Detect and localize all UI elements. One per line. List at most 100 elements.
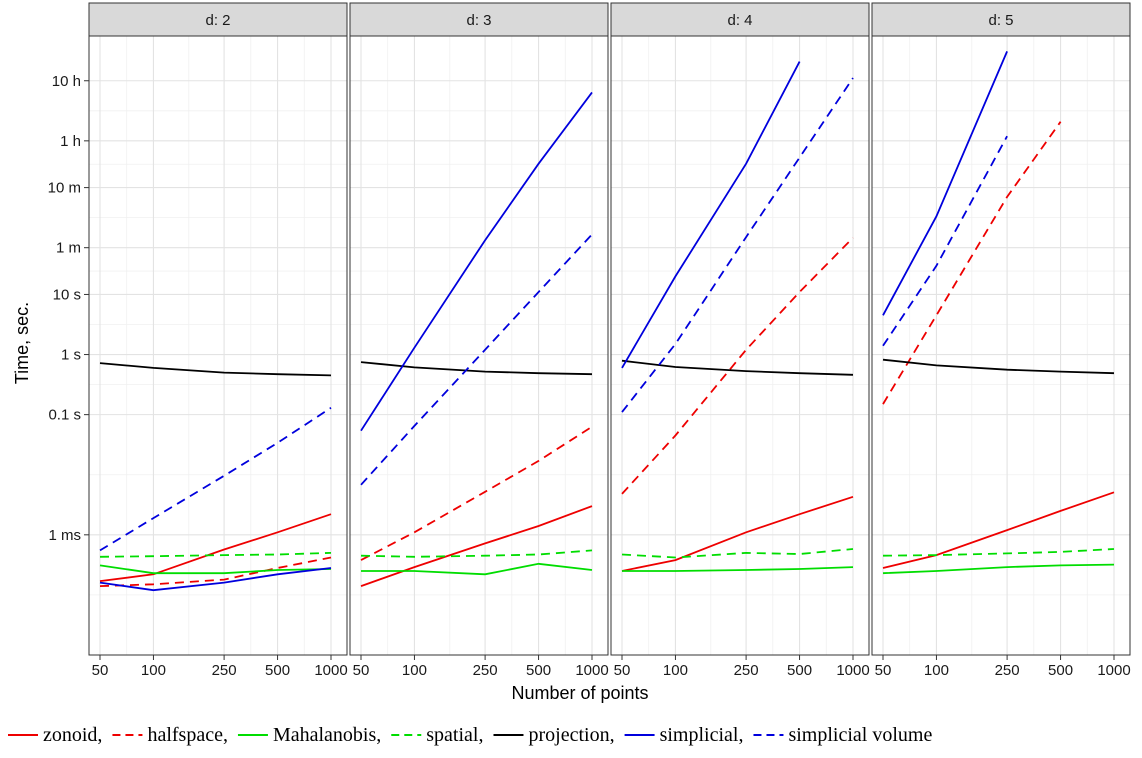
facet-panel-3: d: 4 50 100 250 500 1000 <box>610 2 870 679</box>
series-line-mahalanobis <box>99 564 332 575</box>
x-tick-label: 500 <box>787 662 812 679</box>
facet-strip-label: d: 5 <box>988 12 1013 29</box>
y-tick-label: 1 ms <box>48 527 81 544</box>
x-tick-label: 100 <box>663 662 688 679</box>
x-tick-label: 500 <box>265 662 290 679</box>
facet-strip <box>88 2 348 37</box>
legend-item: spatial, <box>391 724 483 746</box>
series-line-spatial <box>621 548 854 559</box>
y-tick-label: 1 m <box>56 240 81 257</box>
gridlines <box>89 36 347 655</box>
x-tick-label: 1000 <box>1097 662 1130 679</box>
facet-strip-label: d: 4 <box>727 12 752 29</box>
x-tick-label: 1000 <box>314 662 347 679</box>
facet-strip-label: d: 3 <box>466 12 491 29</box>
y-axis: 1 ms 0.1 s 1 s 10 s 1 m 10 m 1 h 10 h <box>48 73 89 544</box>
legend-item: halfspace, <box>112 724 228 746</box>
series-line-halfspace <box>360 425 593 561</box>
legend-item: zonoid, <box>8 724 102 746</box>
legend-label: simplicial, <box>660 724 744 746</box>
x-tick-label: 100 <box>924 662 949 679</box>
x-tick-label: 250 <box>473 662 498 679</box>
panel-border <box>349 35 609 656</box>
series-line-spatial <box>882 548 1115 557</box>
x-tick-label: 250 <box>734 662 759 679</box>
y-axis-title: Time, sec. <box>12 302 32 384</box>
legend-label: spatial, <box>426 724 483 746</box>
legend-item: Mahalanobis, <box>237 724 381 746</box>
y-tick-label: 1 h <box>60 133 81 150</box>
facet-strip <box>610 2 870 37</box>
series-line-spatial <box>99 552 332 558</box>
legend-label: projection, <box>528 724 614 746</box>
legend-item: projection, <box>493 724 615 746</box>
x-tick-label: 250 <box>212 662 237 679</box>
x-tick-label: 250 <box>995 662 1020 679</box>
x-tick-label: 1000 <box>836 662 869 679</box>
series-line-mahalanobis <box>361 562 593 576</box>
series-group <box>99 362 332 592</box>
series-line-simplicial-volume <box>99 407 332 552</box>
panel-border <box>88 35 348 656</box>
series-group <box>360 91 593 587</box>
gridlines <box>350 36 608 655</box>
series-group <box>882 51 1115 575</box>
series-line-halfspace <box>621 237 854 495</box>
series-line-projection <box>882 358 1115 375</box>
series-line-halfspace <box>882 121 1062 405</box>
panel-border <box>610 35 870 656</box>
gridlines <box>872 36 1130 655</box>
facet-strip-label: d: 2 <box>205 12 230 29</box>
series-line-simplicial-volume <box>621 77 854 413</box>
legend-item: simplicial volume <box>753 724 932 746</box>
series-line-zonoid <box>621 495 854 572</box>
series-line-projection <box>621 359 854 376</box>
facet-panel-4: d: 5 50 100 250 500 1000 <box>871 2 1131 679</box>
x-tick-label: 50 <box>92 662 109 679</box>
series-line-halfspace <box>99 556 332 587</box>
plot-background <box>350 36 608 655</box>
y-tick-label: 1 s <box>61 347 81 364</box>
x-tick-label: 100 <box>141 662 166 679</box>
x-axis-title: Number of points <box>511 683 648 703</box>
series-line-simplicial <box>99 567 332 592</box>
series-line-projection <box>99 362 332 377</box>
series-line-simplicial <box>621 61 801 369</box>
series-line-simplicial-volume <box>882 135 1008 347</box>
legend-item: simplicial, <box>624 724 744 746</box>
facet-panel-2: d: 3 50 100 250 500 1000 <box>349 2 609 679</box>
series-line-mahalanobis <box>622 566 854 572</box>
y-tick-label: 10 h <box>52 73 81 90</box>
panel-border <box>871 35 1131 656</box>
series-line-zonoid <box>360 505 593 587</box>
legend-label: Mahalanobis, <box>273 724 381 746</box>
legend: zonoid, halfspace, Mahalanobis, spatial, pro… <box>8 724 932 746</box>
series-line-simplicial-volume <box>360 233 593 486</box>
series-group <box>621 61 854 572</box>
series-line-projection <box>360 361 593 376</box>
facet-panel-1: d: 2 50 100 250 500 1000 <box>88 2 348 679</box>
x-tick-label: 50 <box>875 662 892 679</box>
series-line-simplicial <box>882 51 1008 316</box>
x-tick-label: 50 <box>614 662 631 679</box>
series-line-simplicial <box>360 91 593 432</box>
x-tick-label: 1000 <box>575 662 608 679</box>
legend-label: simplicial volume <box>788 724 932 746</box>
y-tick-label: 0.1 s <box>48 407 81 424</box>
gridlines <box>611 36 869 655</box>
x-tick-label: 100 <box>402 662 427 679</box>
x-tick-label: 500 <box>1048 662 1073 679</box>
y-tick-label: 10 m <box>48 180 81 197</box>
series-line-mahalanobis <box>882 563 1115 575</box>
x-tick-label: 50 <box>353 662 370 679</box>
x-tick-label: 500 <box>526 662 551 679</box>
facet-strip <box>349 2 609 37</box>
series-line-spatial <box>360 549 593 558</box>
series-line-zonoid <box>99 513 332 582</box>
series-line-zonoid <box>882 491 1115 569</box>
legend-label: halfspace, <box>147 724 228 746</box>
plot-background <box>611 36 869 655</box>
legend-label: zonoid, <box>43 724 102 746</box>
